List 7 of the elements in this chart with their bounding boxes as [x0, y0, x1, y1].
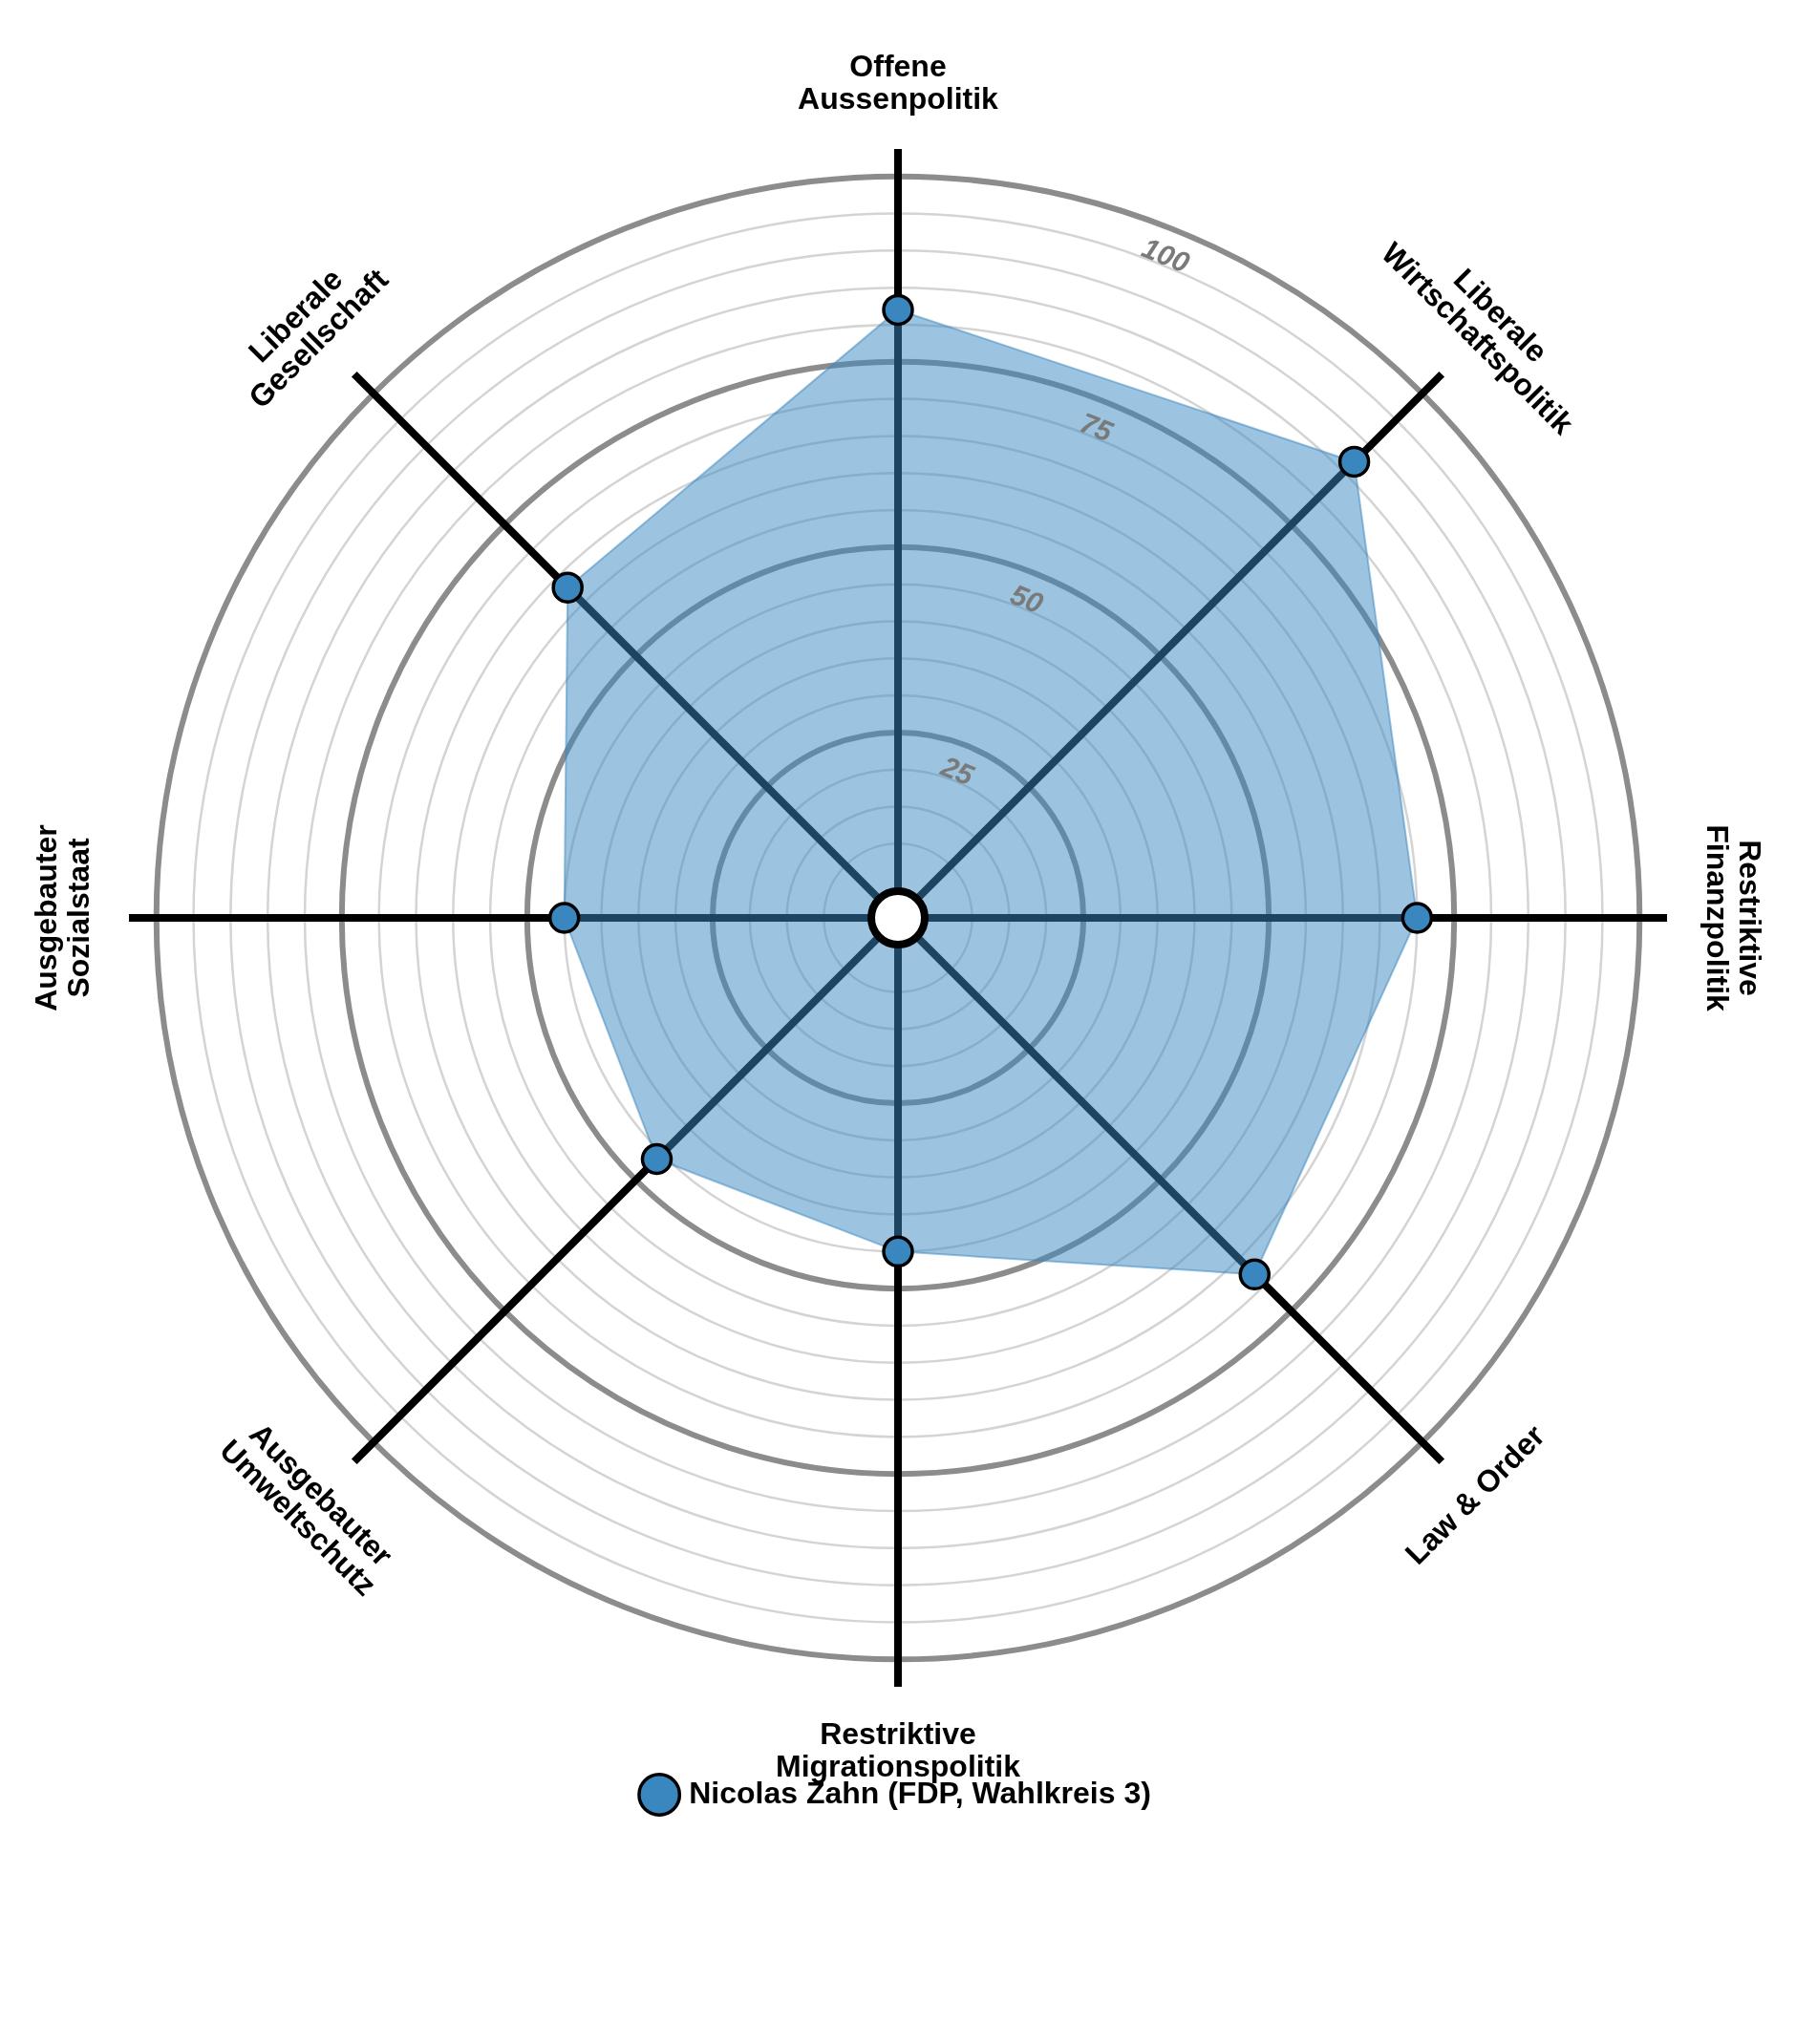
spoke-label: Offene Aussenpolitik [798, 48, 999, 116]
y-tick-label: 25 [935, 749, 980, 792]
spoke-label: Restriktive Finanzpolitik [1700, 824, 1768, 1011]
y-tick-label: 75 [1076, 406, 1119, 448]
y-tick-label: 100 [1138, 231, 1195, 279]
y-tick-label: 50 [1006, 578, 1048, 620]
spoke-label: Ausgebauter Sozialstaat [28, 824, 96, 1011]
